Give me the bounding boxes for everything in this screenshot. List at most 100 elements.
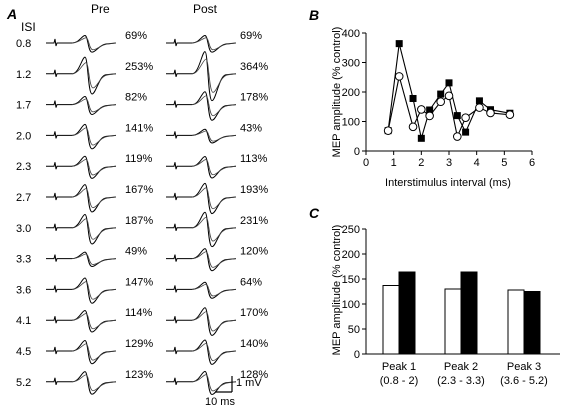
chart-b-point-circle: [461, 113, 470, 122]
chart-c-category-label: Peak 1: [382, 361, 416, 373]
pre-percent: 69%: [125, 30, 147, 42]
post-trace: [166, 281, 237, 299]
chart-b-y-tick-label: 200: [342, 87, 360, 99]
panel-c: C 0 50 100 150 200 250 Peak 1 (0.8 - 2) Peak 2 (…: [309, 205, 560, 387]
pre-trace: [46, 155, 117, 179]
chart-c-y-axis-title: MEP amplitude (% control): [331, 225, 343, 356]
chart-c-bar: [523, 291, 541, 355]
pre-trace-2: [71, 313, 117, 330]
post-trace: [166, 35, 237, 53]
chart-b-point-square: [453, 112, 461, 120]
post-percent: 120%: [240, 246, 268, 258]
chart-b-y-tick-label: 300: [342, 58, 360, 70]
chart-b-point-circle: [425, 111, 434, 121]
pre-trace-2: [71, 98, 117, 113]
post-trace-2: [191, 283, 237, 297]
post-percent: 64%: [240, 276, 262, 288]
trace-rows: 0.8 69% 69% 1.2 253% 364% 1.7 82% 178% 2.0 141% 43%…: [16, 30, 268, 395]
chart-b-y-tick-label: 100: [342, 117, 360, 129]
chart-c-y-tick-label: 100: [342, 299, 360, 311]
chart-c-bar: [382, 285, 400, 355]
chart-b-y-tick-label: 0: [354, 146, 360, 158]
isi-value: 0.8: [16, 38, 31, 50]
isi-value: 4.1: [16, 315, 31, 327]
panel-a: A ISI Pre Post 0.8 69% 69% 1.2 253% 364% 1.7 82…: [6, 2, 268, 408]
post-percent: 43%: [240, 122, 262, 134]
chart-b-marks: [383, 40, 515, 142]
chart-c-category-range: (0.8 - 2): [380, 375, 419, 387]
pre-trace-2: [71, 62, 117, 89]
chart-c-y-tick-label: 200: [342, 249, 360, 261]
post-trace: [166, 156, 237, 179]
trace-row: 2.0 141% 43%: [16, 122, 262, 150]
chart-b-point-circle: [475, 103, 484, 112]
pre-percent: 114%: [125, 307, 153, 319]
chart-c-category-label: Peak 3: [507, 361, 541, 373]
chart-b-x-tick-label: 4: [474, 157, 480, 169]
scale-y-label: 1 mV: [236, 377, 262, 389]
chart-c-bar: [398, 271, 416, 355]
post-trace: [166, 248, 237, 272]
post-percent: 231%: [240, 215, 268, 227]
pre-percent: 119%: [125, 153, 153, 165]
chart-c-marks: Peak 1 (0.8 - 2) Peak 2 (2.3 - 3.3) Peak 3 (3…: [380, 271, 548, 387]
trace-row: 4.1 114% 170%: [16, 307, 268, 336]
isi-value: 4.5: [16, 346, 31, 358]
pre-percent: 187%: [125, 215, 153, 227]
pre-trace: [46, 309, 117, 333]
chart-b-point-square: [395, 40, 403, 48]
pre-trace: [46, 251, 117, 268]
pre-header: Pre: [91, 2, 110, 16]
chart-b-x-tick-label: 1: [391, 157, 397, 169]
scale-bar: 1 mV 10 ms: [205, 376, 262, 408]
post-trace-2: [191, 343, 237, 362]
isi-value: 3.3: [16, 254, 31, 266]
post-header: Post: [193, 2, 218, 16]
chart-b-point-circle: [505, 110, 515, 120]
pre-percent: 82%: [125, 92, 147, 104]
pre-trace-2: [71, 374, 117, 392]
panel-b-label: B: [309, 7, 319, 23]
chart-b-point-circle: [486, 108, 495, 118]
pre-percent: 147%: [125, 276, 153, 288]
chart-b-point-square: [409, 94, 417, 102]
chart-c-bar: [460, 271, 478, 355]
chart-b-y-tick-label: 400: [342, 28, 360, 40]
pre-trace-2: [71, 158, 117, 176]
pre-percent: 167%: [125, 184, 153, 196]
trace-row: 2.7 167% 193%: [16, 182, 268, 215]
chart-c-bar: [444, 288, 462, 355]
trace-row: 3.0 187% 231%: [16, 211, 268, 248]
trace-row: 1.2 253% 364%: [16, 51, 268, 102]
chart-c-y-tick-label: 150: [342, 274, 360, 286]
chart-b-y-axis-title: MEP amplitude (% control): [331, 27, 343, 158]
isi-value: 1.2: [16, 69, 31, 81]
isi-value: 2.7: [16, 192, 31, 204]
chart-b-point-circle: [417, 105, 426, 114]
panel-b: B 0 100 200 300 400 0 1 2 3 4 5 6 Interstimulus int…: [309, 7, 535, 189]
chart-b-point-circle: [394, 72, 404, 81]
chart-b-point-square: [426, 106, 434, 114]
chart-b-x-axis-title: Interstimulus interval (ms): [385, 177, 511, 189]
pre-trace: [46, 340, 117, 365]
isi-value: 3.0: [16, 223, 31, 235]
post-trace-2: [191, 217, 237, 242]
post-trace-2: [191, 374, 237, 392]
pre-percent: 49%: [125, 246, 147, 258]
chart-b-point-circle: [383, 126, 393, 135]
chart-c-y-tick-label: 250: [342, 224, 360, 236]
pre-trace-2: [71, 281, 117, 300]
pre-percent: 253%: [125, 61, 153, 73]
post-percent: 170%: [240, 307, 268, 319]
chart-b-point-square: [437, 90, 445, 98]
post-percent: 128%: [240, 369, 268, 381]
pre-trace-2: [71, 343, 117, 361]
chart-c-category-label: Peak 2: [444, 361, 478, 373]
pre-trace: [46, 95, 117, 116]
isi-value: 2.0: [16, 130, 31, 142]
isi-value: 3.6: [16, 284, 31, 296]
trace-row: 3.3 49% 120%: [16, 246, 268, 272]
trace-row: 4.5 129% 140%: [16, 338, 268, 365]
post-trace-2: [191, 95, 237, 117]
